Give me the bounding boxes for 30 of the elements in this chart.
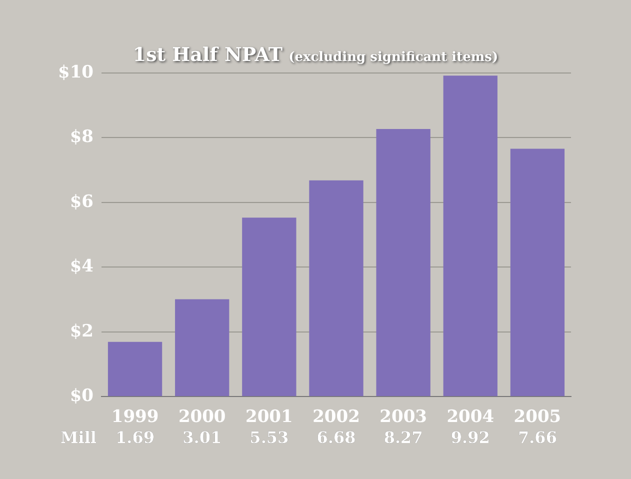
bar	[175, 299, 230, 396]
y-tick-label: $6	[70, 192, 94, 212]
chart-subtitle: (excluding significant items)	[288, 50, 498, 65]
data-label: 1.69	[116, 428, 155, 447]
x-tick-label: 2001	[246, 407, 293, 428]
y-tick-label: $8	[70, 127, 94, 148]
x-tick-label: 2000	[178, 407, 226, 428]
data-label: 3.01	[182, 428, 222, 447]
y-tick-label: $0	[70, 386, 94, 406]
y-tick-label: $2	[70, 321, 94, 342]
x-tick-label: 1999	[111, 407, 159, 428]
bar	[108, 342, 162, 396]
x-tick-label: 2005	[514, 407, 562, 428]
x-tick-label: 2002	[312, 407, 360, 428]
data-label: 9.92	[450, 428, 490, 447]
bar	[376, 128, 430, 396]
x-tick-label: 2003	[380, 407, 427, 428]
data-label: 7.66	[518, 428, 557, 447]
data-label: 6.68	[316, 428, 356, 447]
bar	[510, 148, 565, 396]
text: Mill	[60, 428, 96, 447]
bar	[309, 180, 364, 396]
chart-title: 1st Half NPAT	[132, 44, 283, 66]
y-tick-label: $10	[58, 62, 94, 82]
data-label: 5.53	[250, 428, 289, 447]
bar	[242, 218, 296, 396]
x-tick-label: 2004	[446, 407, 494, 428]
y-tick-label: $4	[70, 256, 94, 277]
data-label: 8.27	[384, 428, 423, 447]
bar	[443, 76, 498, 396]
